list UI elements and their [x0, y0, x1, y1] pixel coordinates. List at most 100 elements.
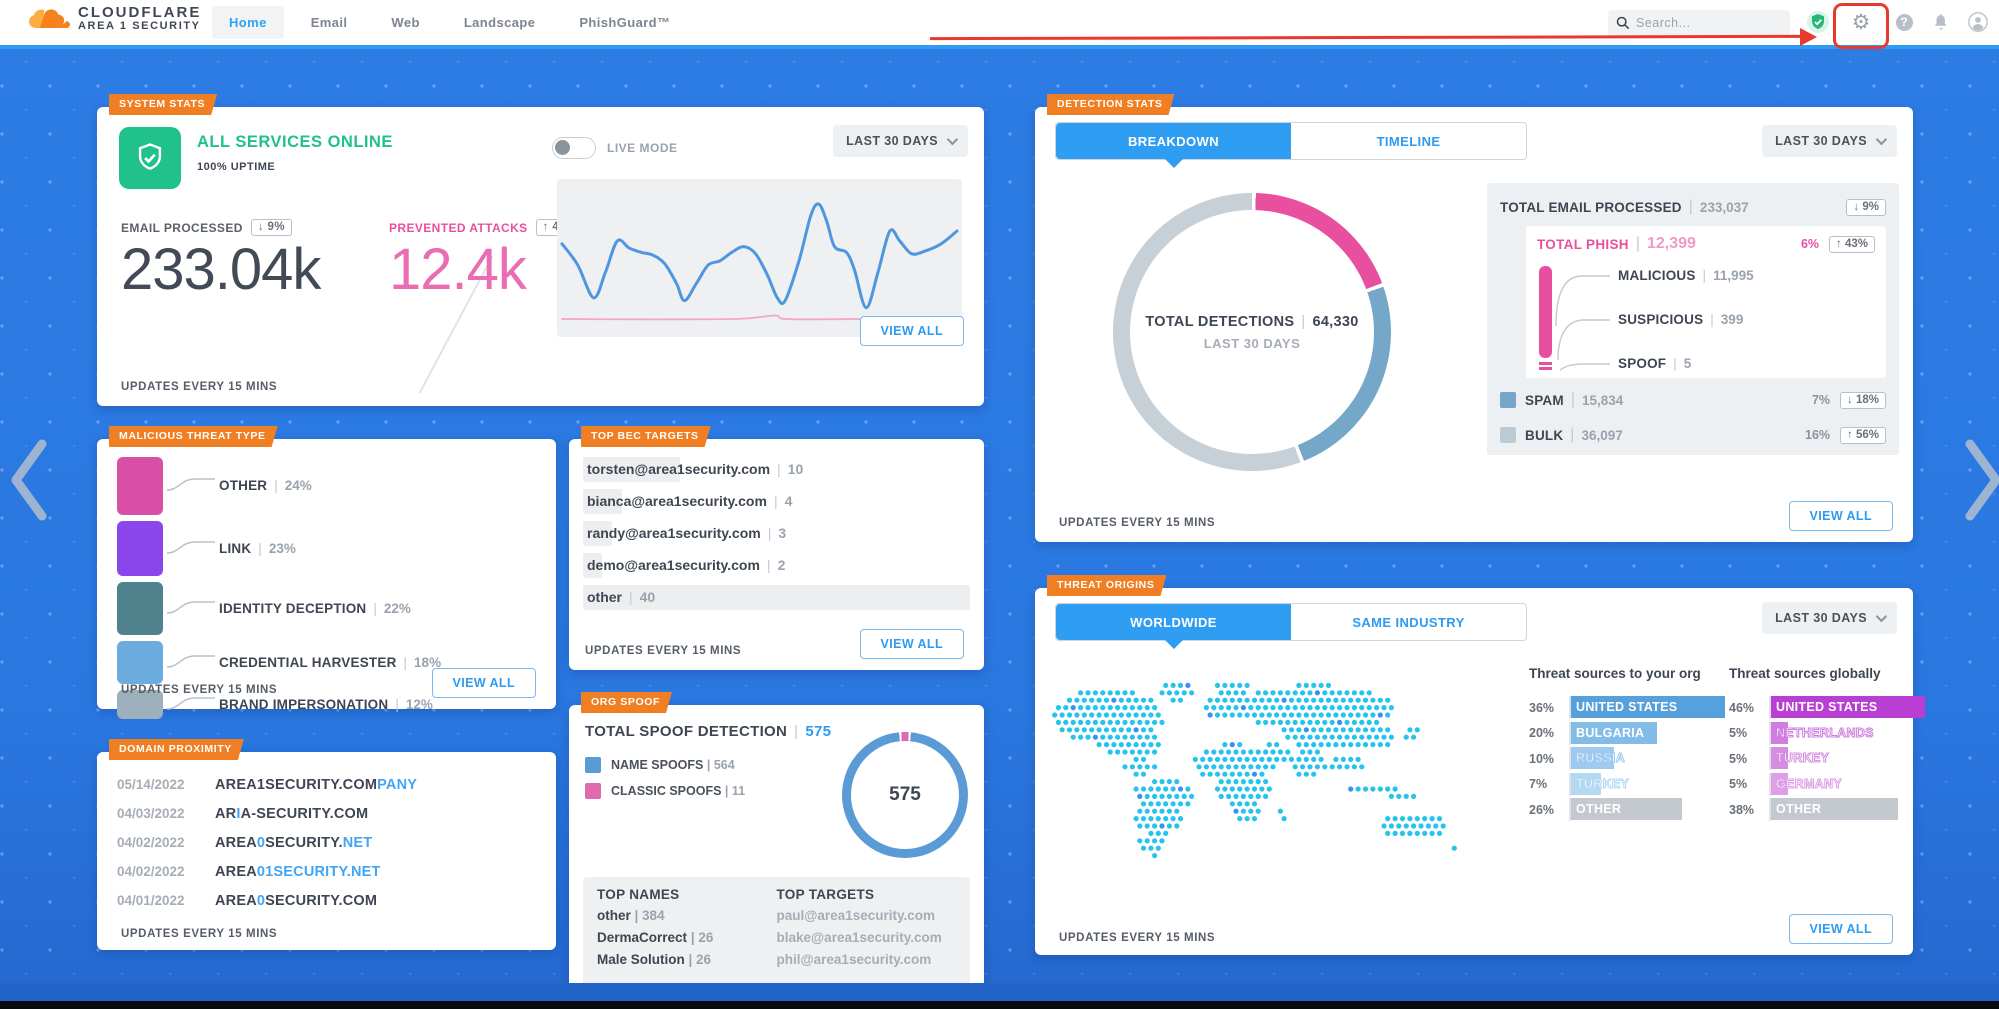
origin-bar [1571, 798, 1683, 821]
legend-swatch [585, 757, 601, 773]
cloudflare-logo[interactable]: CLOUDFLARE AREA 1 SECURITY [26, 4, 201, 34]
origin-country-label: NETHERLANDS [1776, 725, 1874, 740]
malicious-row: MALICIOUS11,995 [1618, 268, 1754, 283]
bec-target-label: randy@area1security.com3 [583, 521, 970, 546]
bec-bar [583, 585, 970, 610]
search-icon [1616, 16, 1630, 30]
notifications-button[interactable] [1927, 8, 1955, 36]
period-value: LAST 30 DAYS [846, 134, 938, 148]
live-mode-toggle[interactable] [552, 137, 596, 159]
services-shield-icon [119, 127, 181, 189]
bec-bar [583, 553, 603, 578]
origin-bar [1771, 721, 1788, 744]
search-input[interactable] [1636, 16, 1776, 30]
origin-row: 5% NETHERLANDS [1729, 721, 1925, 747]
origin-row: 38% OTHER [1729, 797, 1925, 823]
updates-caption: UPDATES EVERY 15 MINS [1059, 932, 1216, 944]
detection-breakdown-panel: TOTAL EMAIL PROCESSED233,037 ↓ 9% TOTAL … [1487, 183, 1899, 455]
nav-item-home[interactable]: Home [212, 6, 284, 39]
settings-button[interactable]: ⚙ [1847, 8, 1875, 36]
nav-item-phishguard[interactable]: PhishGuard™ [579, 15, 671, 30]
origin-country-label: OTHER [1776, 802, 1822, 817]
services-status-text: ALL SERVICES ONLINE [197, 133, 393, 151]
connector-line [165, 472, 217, 499]
threat-sources-global: Threat sources globally 46% UNITED STATES… [1729, 666, 1925, 823]
card-tag: SYSTEM STATS [109, 94, 217, 115]
view-all-button[interactable]: VIEW ALL [859, 316, 964, 346]
shield-check-icon [1807, 11, 1829, 33]
tab-worldwide[interactable]: WORLDWIDE [1056, 604, 1291, 649]
updates-caption: UPDATES EVERY 15 MINS [121, 684, 278, 696]
connector-line [165, 595, 217, 622]
account-button[interactable] [1964, 8, 1992, 36]
origin-bar-track: RUSSIA [1569, 747, 1725, 771]
user-icon [1968, 12, 1988, 32]
nav-item-landscape[interactable]: Landscape [463, 15, 536, 30]
legend-item: CLASSIC SPOOFS | 11 [585, 783, 745, 799]
view-all-button[interactable]: VIEW ALL [1788, 914, 1893, 944]
bulk-swatch [1500, 427, 1516, 443]
detection-tabs: BREAKDOWN TIMELINE [1055, 122, 1527, 168]
protection-status-badge[interactable] [1804, 8, 1832, 36]
origin-pct: 10% [1529, 751, 1555, 766]
detections-donut-chart [1113, 193, 1391, 471]
spoof-row: SPOOF5 [1618, 356, 1691, 371]
tab-timeline[interactable]: TIMELINE [1376, 133, 1441, 149]
delta-badge: ↑ 56% [1840, 426, 1886, 444]
tab-same-industry[interactable]: SAME INDUSTRY [1352, 614, 1465, 630]
domain-date: 05/14/2022 [117, 777, 185, 792]
origin-pct: 5% [1729, 726, 1748, 741]
origin-pct: 20% [1529, 726, 1555, 741]
origin-bar [1771, 747, 1788, 770]
carousel-next-button[interactable] [1962, 438, 1999, 527]
top-names-header: TOP NAMES [597, 887, 680, 902]
origin-row: 46% UNITED STATES [1729, 695, 1925, 721]
bec-target-label: other40 [583, 585, 970, 610]
origin-bar-track: UNITED STATES [1569, 696, 1725, 720]
brand-name: CLOUDFLARE [78, 4, 202, 22]
origin-bar [1771, 772, 1788, 795]
nav-item-web[interactable]: Web [391, 15, 420, 30]
carousel-prev-button[interactable] [8, 438, 50, 527]
origin-country-label: TURKEY [1575, 776, 1630, 791]
total-phish-subcard: TOTAL PHISH12,399 6% ↑ 43% MALICIOUS11,9… [1526, 226, 1886, 378]
origin-pct: 36% [1529, 700, 1555, 715]
period-dropdown[interactable]: LAST 30 DAYS [1762, 602, 1897, 634]
updates-caption: UPDATES EVERY 15 MINS [121, 928, 278, 940]
domain-name: AREA01SECURITY.NET [215, 863, 381, 880]
origin-bar-track: TURKEY [1569, 772, 1725, 796]
bottom-black-strip [0, 1001, 1999, 1009]
bec-target-row: randy@area1security.com3 [583, 521, 970, 546]
detection-stats-card: DETECTION STATS BREAKDOWN TIMELINE LAST … [1035, 107, 1913, 542]
search-box[interactable] [1608, 10, 1790, 36]
origin-row: 5% TURKEY [1729, 746, 1925, 772]
total-detections-label: TOTAL DETECTIONS [1145, 313, 1295, 330]
spoof-total-value: 575 [805, 723, 832, 740]
period-dropdown[interactable]: LAST 30 DAYS [833, 125, 968, 157]
domain-row: 04/03/2022 ARIA-SECURITY.COM [117, 799, 537, 828]
threat-type-legend: OTHER24% LINK23% IDENTITY DECEPTION22% CRED… [117, 457, 441, 725]
period-dropdown[interactable]: LAST 30 DAYS [1762, 125, 1897, 157]
origin-pct: 46% [1729, 700, 1755, 715]
view-all-button[interactable]: VIEW ALL [859, 629, 964, 659]
threat-type-swatch [117, 457, 163, 515]
top-bec-targets-card: TOP BEC TARGETS torsten@area1security.co… [569, 439, 984, 670]
origin-country-label: UNITED STATES [1776, 700, 1878, 715]
spoof-detail-panel: TOP NAMES other | 384 DermaCorrect | 26 Ma… [583, 877, 970, 997]
view-all-button[interactable]: VIEW ALL [431, 668, 536, 698]
total-email-row: TOTAL EMAIL PROCESSED233,037 ↓ 9% [1500, 194, 1886, 220]
domain-row: 05/14/2022 AREA1SECURITY.COMPANY [117, 770, 537, 799]
help-button[interactable] [1890, 8, 1918, 36]
org-spoof-card: ORG SPOOF TOTAL SPOOF DETECTION575 NAME … [569, 705, 984, 1005]
origin-bar [1571, 747, 1614, 770]
tab-breakdown[interactable]: BREAKDOWN [1056, 123, 1291, 168]
malicious-threat-type-card: MALICIOUS THREAT TYPE OTHER24%LINK23%IDE… [97, 439, 556, 719]
metric-value: 12.4k [389, 237, 527, 302]
system-stats-card: SYSTEM STATS ALL SERVICES ONLINE 100% UP… [97, 107, 984, 406]
card-tag: THREAT ORIGINS [1047, 575, 1166, 596]
origin-bar-track: NETHERLANDS [1769, 721, 1925, 745]
connector-line [165, 535, 217, 562]
nav-item-email[interactable]: Email [310, 15, 348, 30]
origin-pct: 38% [1729, 802, 1755, 817]
view-all-button[interactable]: VIEW ALL [1788, 501, 1893, 531]
